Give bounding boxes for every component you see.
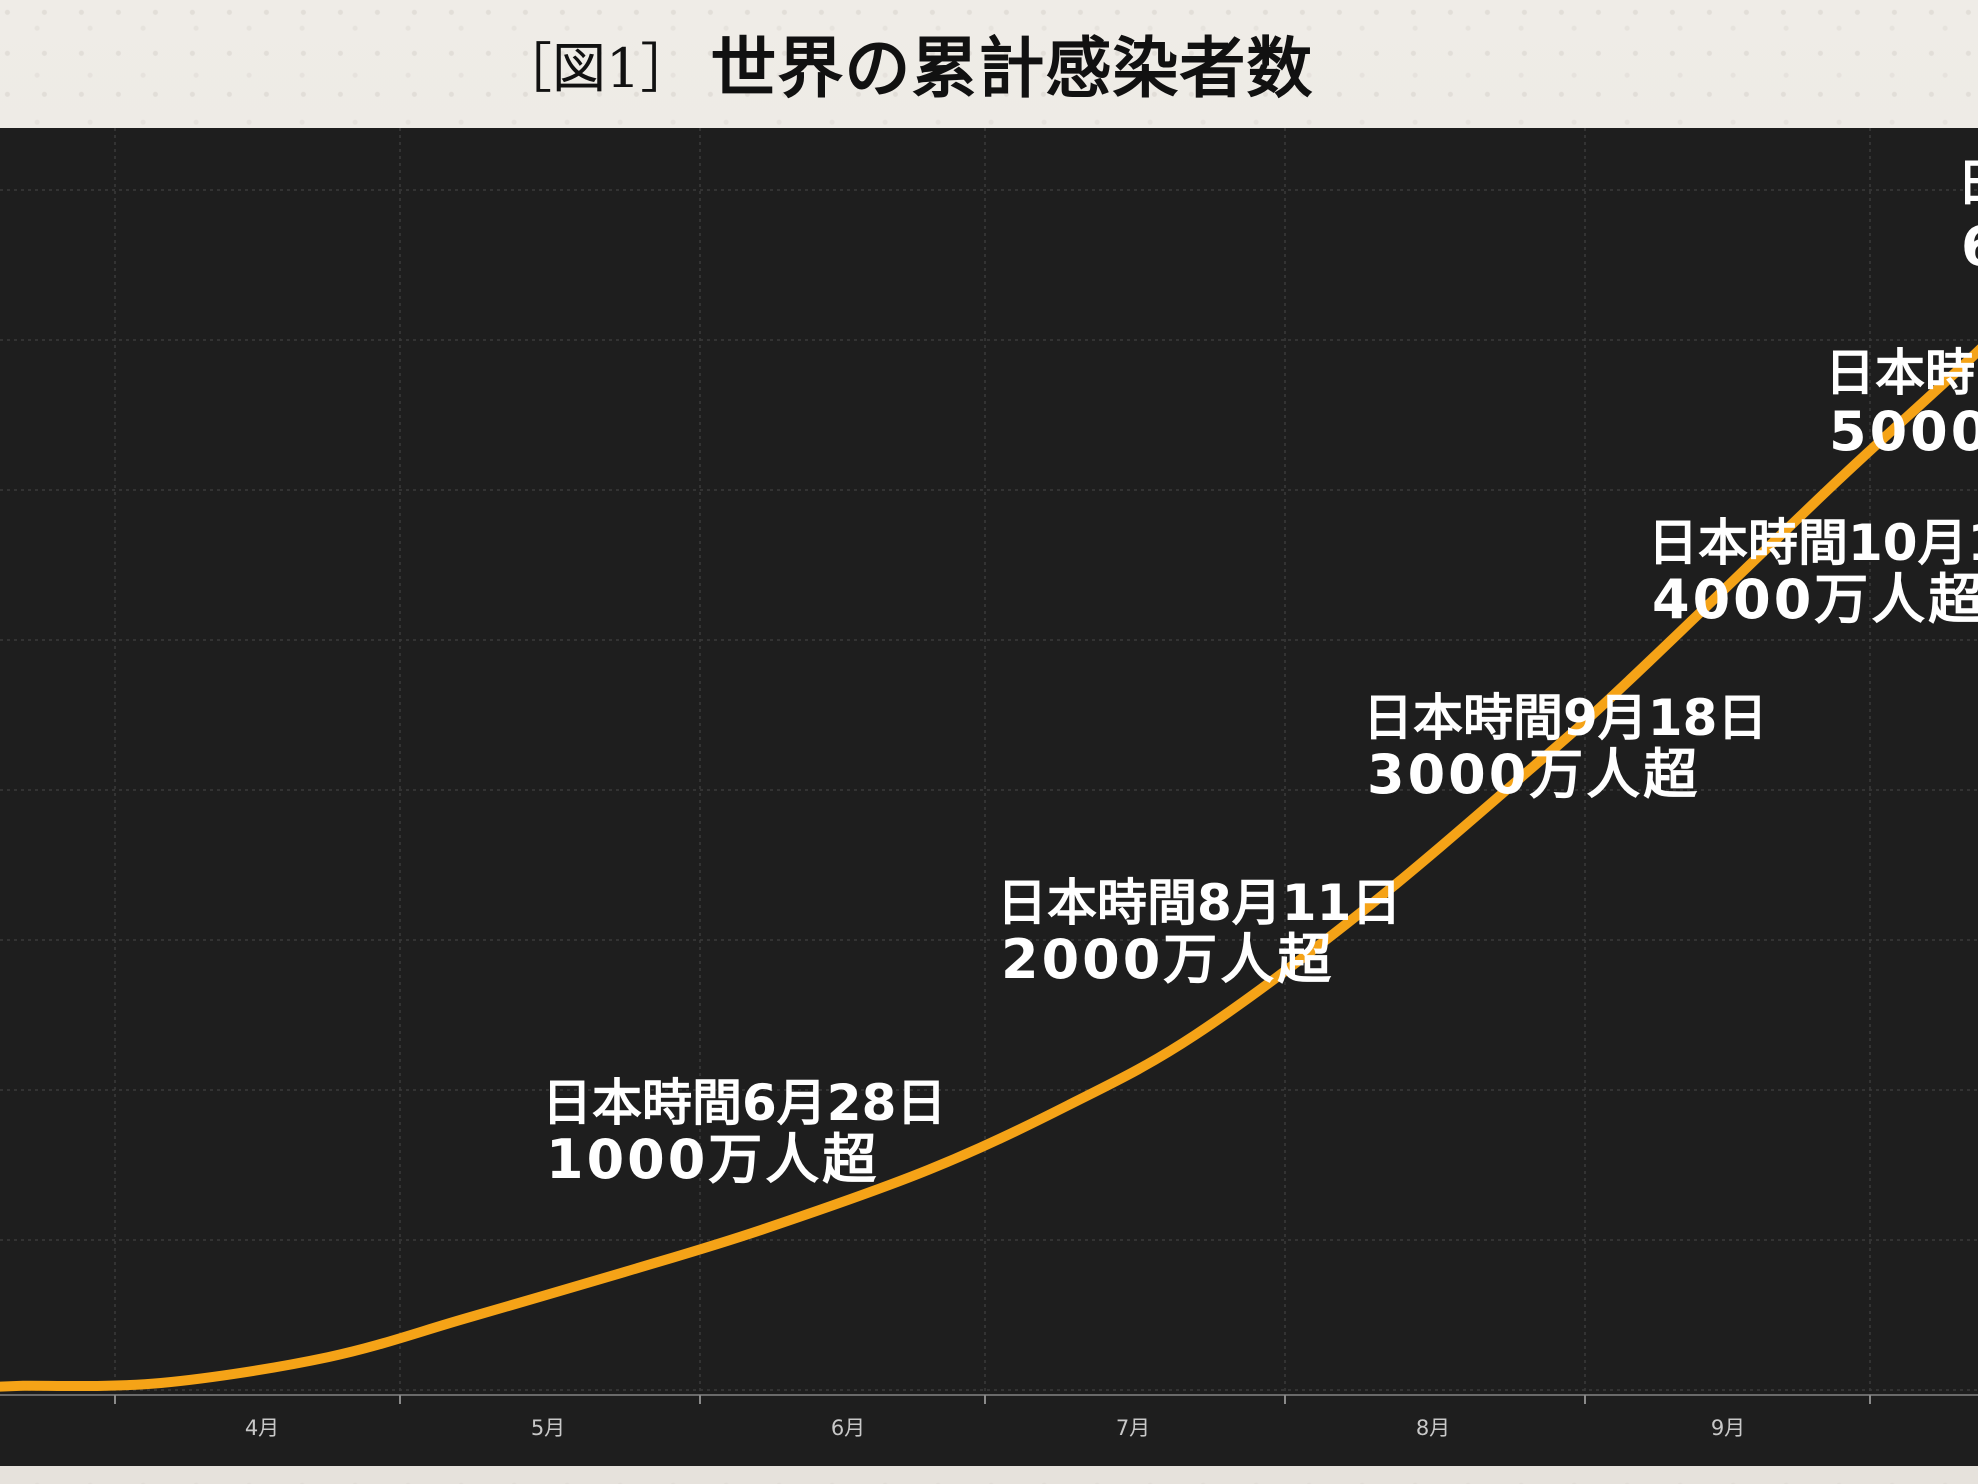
annotation-count-label: 3000万人超 [1367, 743, 1700, 806]
data-point-10 [1526, 765, 1534, 774]
data-point-3 [462, 1314, 471, 1323]
x-tick-label: 7月 [1116, 1416, 1150, 1440]
chart-grid [0, 128, 1978, 1395]
cumulative-cases-line [0, 344, 1978, 1392]
x-tick-label: 6月 [831, 1416, 865, 1440]
data-point-7 [1063, 1101, 1072, 1110]
data-point-1 [156, 1379, 165, 1387]
x-tick-label: 5月 [531, 1416, 565, 1440]
annotation-date-label: 日本時間10月1 [1648, 514, 1978, 572]
annotation-date-label: 日本時間6月28日 [542, 1074, 946, 1132]
annotation-count-label: 2000万人超 [1001, 928, 1334, 991]
annotation-date-label: 日本時間9月18日 [1363, 689, 1767, 747]
series-group [0, 344, 1978, 1392]
annotation-count-label: 1000万人超 [546, 1128, 879, 1191]
x-tick-label: 4月 [245, 1416, 279, 1440]
data-point-0 [19, 1381, 27, 1390]
chart-panel [0, 128, 1978, 1466]
annotation-date-label: 日本時間8月11日 [997, 874, 1401, 932]
x-tick-label: 9月 [1711, 1416, 1745, 1440]
annotation-count-label: 6 [1961, 215, 1978, 278]
annotation-date-label: 日 [1957, 154, 1978, 212]
data-point-2 [324, 1353, 333, 1362]
x-axis-ticks: 4月 5月 6月 7月 8月 9月 [114, 1395, 1871, 1440]
data-point-5 [757, 1225, 766, 1234]
data-point-8 [1191, 1031, 1200, 1039]
data-point-6 [925, 1165, 934, 1174]
data-point-4 [619, 1268, 628, 1277]
data-point-12 [1831, 478, 1840, 487]
annotation-group: 日本時間6月28日1000万人超日本時間8月11日2000万人超日本時間9月18… [542, 154, 1978, 1191]
figure-header: ［図1］ 世界の累計感染者数 [498, 8, 1313, 118]
annotation-5: 日6 [1957, 154, 1978, 278]
annotation-count-label: 4000万人超 [1652, 568, 1978, 631]
data-point-11 [1624, 677, 1633, 685]
annotation-date-label: 日本時 [1825, 344, 1975, 402]
x-tick-label: 8月 [1416, 1416, 1450, 1440]
figure-tag: ［図1］ [498, 36, 695, 100]
figure-title: 世界の累計感染者数 [710, 30, 1314, 107]
data-point-9 [1358, 907, 1367, 916]
annotation-count-label: 5000 [1829, 400, 1978, 463]
